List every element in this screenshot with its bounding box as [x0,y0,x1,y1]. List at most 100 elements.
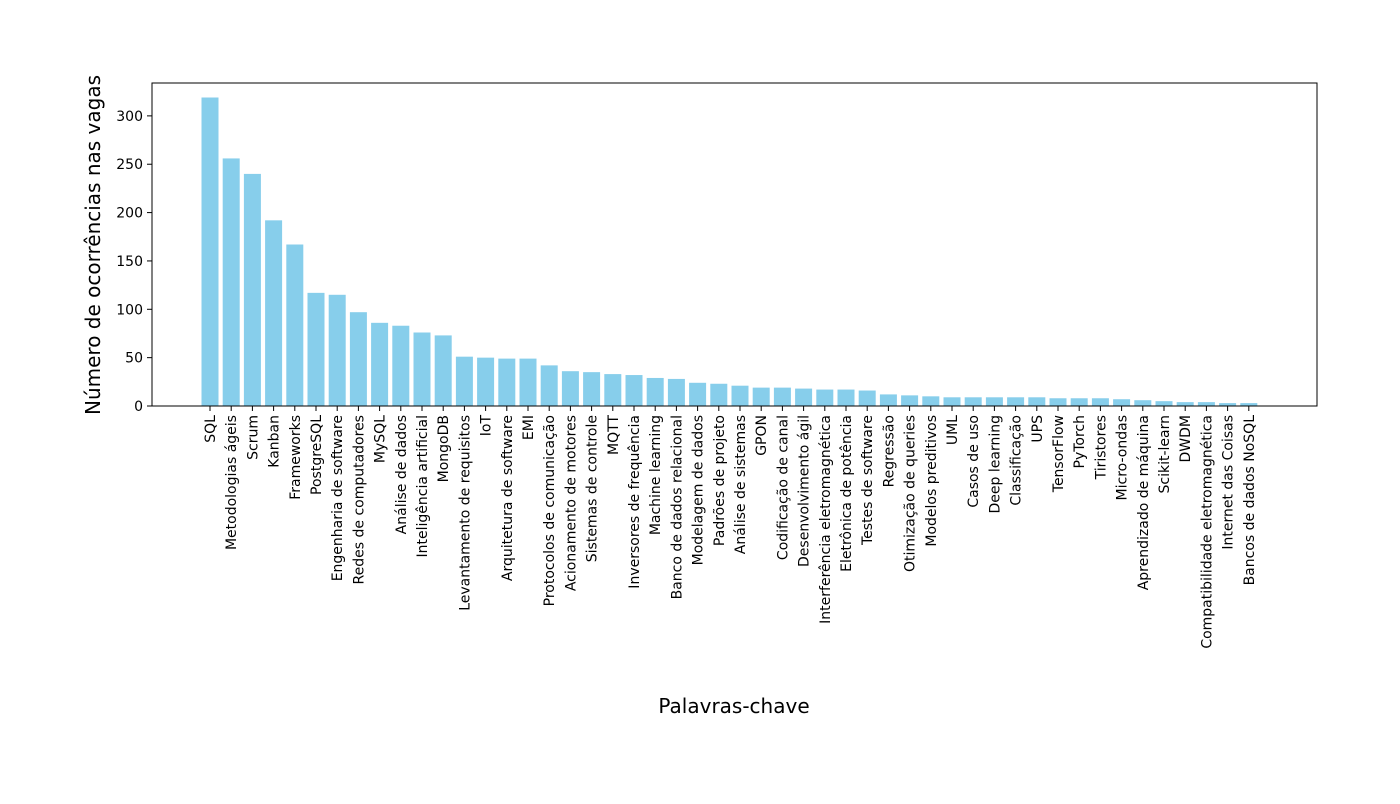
x-tick-label: Bancos de dados NoSQL [1242,415,1258,586]
x-tick-label: Otimização de queries [903,415,919,572]
x-tick-label: Padrões de projeto [712,415,728,546]
x-tick-label: Internet das Coisas [1221,415,1237,550]
bar [795,388,813,406]
bar [922,396,940,406]
bar [307,292,325,406]
x-tick-label: Acionamento de motores [563,415,579,591]
x-tick-label: Inteligência artificial [415,415,431,557]
x-tick-label: Interferência eletromagnética [818,415,834,624]
x-tick-label: TensorFlow [1051,415,1067,493]
bar [328,294,346,406]
x-tick-label: Levantamento de requisitos [457,415,473,611]
x-tick-label: Frameworks [288,415,304,500]
x-tick-label: MQTT [606,415,622,455]
x-tick-label: Tiristores [1093,415,1109,480]
y-tick-label: 250 [116,157,143,173]
bar [646,377,664,406]
x-tick-label: Desenvolvimento ágil [797,415,813,567]
bar [413,332,431,406]
bar [265,220,283,406]
bar [1134,400,1152,406]
bar [710,383,728,406]
bar [1113,399,1131,406]
x-tick-label: SQL [203,415,219,443]
bar [943,397,961,406]
x-tick-label: Metodologias ágeis [224,415,240,550]
bar [752,387,770,406]
x-axis-ticks: SQL Metodologias ágeis Scrum Kanban Framewor… [203,406,1258,649]
x-tick-label: Testes de software [860,415,876,546]
bar [1028,397,1046,406]
bar [731,385,749,406]
y-tick-label: 150 [116,254,143,270]
x-tick-label: Regressão [881,415,897,487]
x-tick-label: GPON [754,415,770,456]
x-tick-label: Banco de dados relacional [669,415,685,599]
x-tick-label: Análise de sistemas [733,415,749,554]
plot-frame [151,82,1318,407]
x-tick-label: Engenharia de software [330,415,346,581]
bar [222,158,240,406]
x-tick-label: UML [945,415,961,445]
x-tick-label: Modelos preditivos [924,415,940,547]
bar [1007,397,1025,406]
bar [837,389,855,406]
y-axis-ticks: 0 50 100 150 200 250 300 [116,109,152,415]
x-tick-label: Compatibilidade eletromagnética [1199,415,1215,649]
bar [604,374,622,406]
bar [1219,403,1237,406]
x-tick-label: Modelagem de dados [691,415,707,565]
y-tick-label: 100 [116,302,143,318]
bar [1155,401,1173,406]
x-tick-label: EMI [521,415,537,440]
y-tick-label: 0 [134,399,143,415]
x-tick-label: PyTorch [1072,415,1088,468]
x-tick-label: Codificação de canal [775,415,791,560]
bar [371,322,389,406]
bar [540,365,558,406]
bar [667,378,685,406]
bar [689,382,707,406]
y-tick-label: 50 [125,351,143,367]
bar [985,397,1003,406]
x-tick-label: Arquitetura de software [500,415,516,581]
bar [901,395,919,406]
x-tick-label: Casos de uso [966,415,982,508]
x-tick-label: UPS [1030,415,1046,443]
x-tick-label: Deep learning [987,415,1003,513]
bar [498,358,516,406]
x-tick-label: Micro-ondas [1115,415,1131,500]
bar [1240,403,1258,406]
bar [1091,398,1109,406]
y-tick-label: 200 [116,206,143,222]
y-axis-label: Número de ocorrências nas vagas [81,75,105,415]
x-tick-label: Redes de computadores [351,415,367,584]
bar [243,173,261,406]
y-tick-label: 300 [116,109,143,125]
bar [816,389,834,406]
x-tick-label: Análise de dados [394,415,410,534]
bar [1197,402,1215,406]
x-tick-label: PostgreSQL [309,415,325,495]
x-tick-label: Classificação [1009,415,1025,506]
bar [477,357,495,406]
x-tick-label: Scrum [245,415,261,460]
bar [1176,402,1194,406]
bar [561,371,579,406]
bar [625,375,643,406]
bar [201,97,219,406]
x-tick-label: IoT [479,415,495,437]
bar [858,390,876,406]
bar [1049,398,1067,406]
bar [1070,398,1088,406]
bar [349,312,367,406]
x-axis-label: Palavras-chave [658,694,809,718]
bar [519,358,537,406]
x-tick-label: Machine learning [648,415,664,535]
bar [583,372,601,406]
x-tick-label: Scikit-learn [1157,415,1173,493]
bar [434,335,452,406]
x-tick-label: Eletrônica de potência [839,415,855,572]
x-tick-label: MySQL [373,415,389,463]
